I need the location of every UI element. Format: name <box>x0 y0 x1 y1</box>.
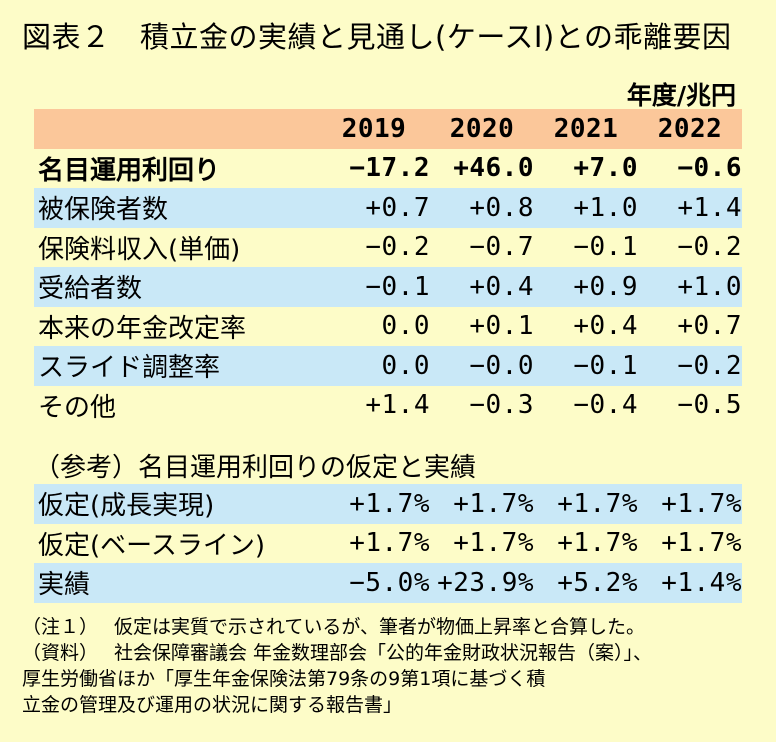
row-label: その他 <box>38 392 117 423</box>
cell: −0.6 <box>677 153 742 184</box>
table-row: 本来の年金改定率 0.0 +0.1 +0.4 +0.7 <box>34 307 742 347</box>
source-text-continued: 立金の管理及び運用の状況に関する報告書」 <box>22 694 403 716</box>
year-2022: 2022 <box>657 113 723 144</box>
cell: +0.8 <box>469 192 534 223</box>
row-label: 保険料収入(単価) <box>38 234 241 265</box>
cell: +46.0 <box>453 153 534 184</box>
source-text: 社会保障審議会 年金数理部会「公的年金財政状況報告（案）」、 <box>114 642 653 664</box>
cell: +0.4 <box>469 271 534 302</box>
cell: −0.3 <box>469 390 534 421</box>
cell: −0.5 <box>677 390 742 421</box>
cell: +1.0 <box>573 192 638 223</box>
row-label: 実績 <box>38 570 91 601</box>
cell: +1.4 <box>365 390 430 421</box>
cell: +1.7% <box>661 488 742 519</box>
cell: +1.7% <box>453 488 534 519</box>
cell: +1.7% <box>557 488 638 519</box>
main-table: 2019 2020 2021 2022 名目運用利回り −17.2 +46.0 … <box>34 109 742 425</box>
cell: −17.2 <box>349 153 430 184</box>
note-tag: （注１） <box>22 616 99 638</box>
reference-title: （参考）名目運用利回りの仮定と実績 <box>34 453 477 483</box>
notes: （注１） 仮定は実質で示されているが、筆者が物価上昇率と合算した。 （資料） 社… <box>22 614 762 718</box>
table-row: 仮定(成長実現) +1.7% +1.7% +1.7% +1.7% <box>34 484 742 524</box>
year-2020: 2020 <box>449 113 515 144</box>
cell: −0.1 <box>573 232 638 263</box>
cell: +0.4 <box>573 311 638 342</box>
year-2019: 2019 <box>341 113 407 144</box>
year-header-row: 2019 2020 2021 2022 <box>34 109 742 149</box>
cell: +23.9% <box>437 567 534 598</box>
cell: +1.0 <box>677 271 742 302</box>
row-label: 受給者数 <box>38 274 143 305</box>
table-row: スライド調整率 0.0 −0.0 −0.1 −0.2 <box>34 346 742 386</box>
table-row: 被保険者数 +0.7 +0.8 +1.0 +1.4 <box>34 188 742 228</box>
row-label: 名目運用利回り <box>38 155 221 186</box>
reference-table: 仮定(成長実現) +1.7% +1.7% +1.7% +1.7% 仮定(ベースラ… <box>34 484 742 603</box>
cell: +1.7% <box>453 528 534 559</box>
source-tag: （資料） <box>22 642 99 664</box>
note-item: （注１） 仮定は実質で示されているが、筆者が物価上昇率と合算した。 <box>22 614 762 640</box>
table-row: 保険料収入(単価) −0.2 −0.7 −0.1 −0.2 <box>34 228 742 268</box>
source-item: （資料） 社会保障審議会 年金数理部会「公的年金財政状況報告（案）」、 <box>22 640 762 666</box>
cell: +0.7 <box>677 311 742 342</box>
source-text-continued: 厚生労働省ほか「厚生年金保険法第79条の9第1項に基づく積 <box>22 668 546 690</box>
chart-title: 図表２ 積立金の実績と見通し(ケースⅠ)との乖離要因 <box>22 20 732 54</box>
table-row: 受給者数 −0.1 +0.4 +0.9 +1.0 <box>34 267 742 307</box>
cell: 0.0 <box>381 311 430 342</box>
table-row: 仮定(ベースライン) +1.7% +1.7% +1.7% +1.7% <box>34 524 742 564</box>
cell: −0.7 <box>469 232 534 263</box>
cell: −0.2 <box>677 350 742 381</box>
cell: +0.9 <box>573 271 638 302</box>
cell: −0.1 <box>365 271 430 302</box>
row-label: 被保険者数 <box>38 195 169 226</box>
cell: 0.0 <box>381 350 430 381</box>
cell: +1.7% <box>349 488 430 519</box>
cell: +0.1 <box>469 311 534 342</box>
cell: +1.7% <box>557 528 638 559</box>
cell: −0.2 <box>677 232 742 263</box>
year-2021: 2021 <box>553 113 619 144</box>
cell: −0.1 <box>573 350 638 381</box>
row-label: 仮定(ベースライン) <box>38 530 265 561</box>
cell: +0.7 <box>365 192 430 223</box>
unit-label: 年度/兆円 <box>626 81 736 110</box>
cell: +7.0 <box>573 153 638 184</box>
row-label: スライド調整率 <box>38 353 221 384</box>
row-label: 仮定(成長実現) <box>38 491 215 522</box>
cell: +1.4% <box>661 567 742 598</box>
row-label: 本来の年金改定率 <box>38 313 247 344</box>
table-row: 実績 −5.0% +23.9% +5.2% +1.4% <box>34 563 742 603</box>
cell: +1.4 <box>677 192 742 223</box>
table-row: 名目運用利回り −17.2 +46.0 +7.0 −0.6 <box>34 149 742 189</box>
cell: −0.4 <box>573 390 638 421</box>
table-row: その他 +1.4 −0.3 −0.4 −0.5 <box>34 386 742 426</box>
note-text: 仮定は実質で示されているが、筆者が物価上昇率と合算した。 <box>114 616 646 638</box>
cell: −0.0 <box>469 350 534 381</box>
cell: +5.2% <box>557 567 638 598</box>
cell: +1.7% <box>349 528 430 559</box>
cell: −0.2 <box>365 232 430 263</box>
cell: −5.0% <box>349 567 430 598</box>
cell: +1.7% <box>661 528 742 559</box>
